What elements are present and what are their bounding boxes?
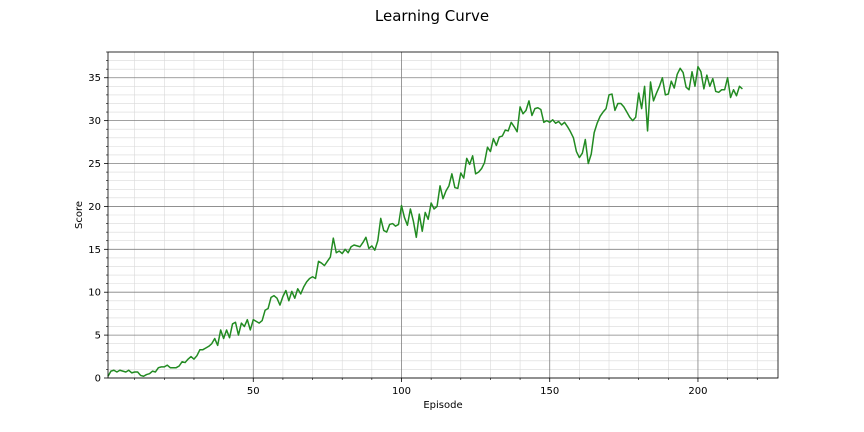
y-tick-label: 0 xyxy=(95,374,101,385)
tick-labels: 50 100 150 200 0 5 10 15 20 25 30 35 xyxy=(88,73,707,397)
x-axis-label: Episode xyxy=(423,400,462,411)
y-axis-label: Score xyxy=(74,201,85,229)
x-tick-label: 100 xyxy=(392,386,411,397)
y-tick-label: 30 xyxy=(88,116,101,127)
y-tick-label: 15 xyxy=(88,245,101,256)
y-tick-label: 25 xyxy=(88,159,101,170)
x-tick-label: 200 xyxy=(688,386,707,397)
x-tick-label: 50 xyxy=(247,386,260,397)
chart-title: Learning Curve xyxy=(375,7,489,25)
score-series-line xyxy=(107,65,743,378)
y-tick-label: 20 xyxy=(88,202,101,213)
y-tick-label: 35 xyxy=(88,73,101,84)
y-tick-label: 10 xyxy=(88,288,101,299)
y-tick-label: 5 xyxy=(95,331,101,342)
x-tick-label: 150 xyxy=(540,386,559,397)
plot-frame xyxy=(107,51,779,379)
